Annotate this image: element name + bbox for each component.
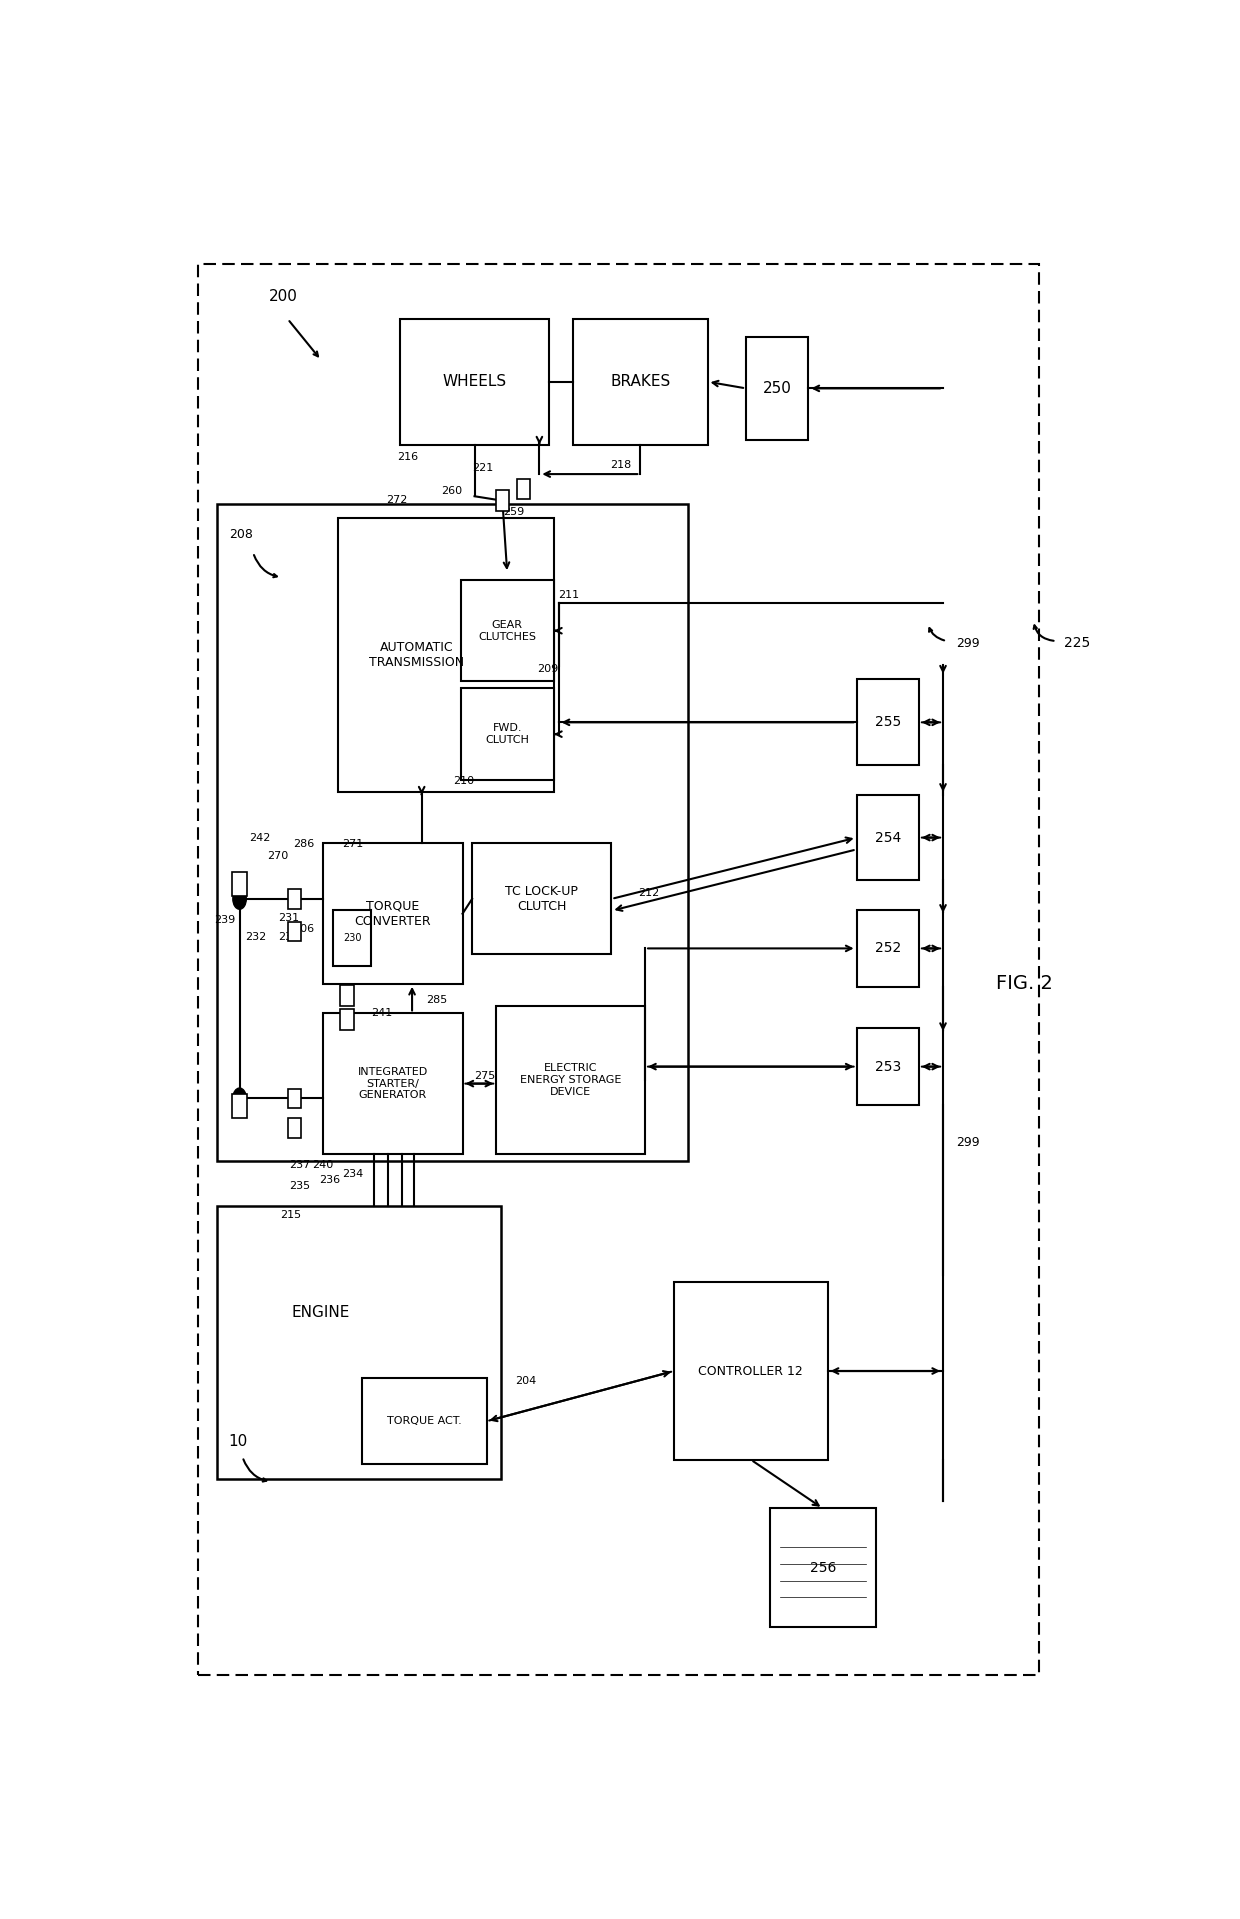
Text: 236: 236 [320,1174,341,1184]
Circle shape [233,888,247,910]
FancyBboxPatch shape [288,1088,300,1107]
Text: 299: 299 [956,1136,980,1149]
Text: 235: 235 [290,1180,311,1190]
Text: 260: 260 [441,486,463,497]
FancyBboxPatch shape [341,1009,353,1031]
Text: TORQUE ACT.: TORQUE ACT. [387,1416,461,1426]
Text: 216: 216 [397,453,418,462]
Text: TORQUE
CONVERTER: TORQUE CONVERTER [355,900,432,927]
Text: 209: 209 [537,664,559,674]
FancyBboxPatch shape [675,1282,828,1460]
FancyBboxPatch shape [341,984,353,1006]
FancyBboxPatch shape [332,910,371,965]
Text: 242: 242 [249,833,270,844]
Text: 241: 241 [371,1007,393,1017]
Text: FWD.
CLUTCH: FWD. CLUTCH [485,723,529,745]
Text: BRAKES: BRAKES [610,374,671,390]
Text: 208: 208 [229,528,253,541]
FancyBboxPatch shape [401,319,549,445]
FancyBboxPatch shape [232,1094,247,1117]
FancyBboxPatch shape [324,844,463,984]
FancyBboxPatch shape [217,503,688,1161]
Text: 210: 210 [453,775,474,787]
Circle shape [233,1088,247,1109]
Text: 231: 231 [278,913,299,923]
FancyBboxPatch shape [857,910,919,986]
FancyBboxPatch shape [324,1013,463,1153]
Text: ENGINE: ENGINE [291,1305,350,1320]
Text: 256: 256 [810,1560,836,1574]
FancyBboxPatch shape [517,478,531,499]
Text: 239: 239 [215,915,236,925]
FancyBboxPatch shape [857,679,919,766]
FancyBboxPatch shape [288,888,300,908]
Text: 271: 271 [342,839,363,850]
Text: 221: 221 [472,462,494,472]
Text: 230: 230 [278,933,299,942]
Text: 259: 259 [503,507,525,516]
Text: 225: 225 [1064,635,1090,651]
FancyBboxPatch shape [770,1508,875,1627]
Text: 240: 240 [311,1161,332,1171]
Text: 204: 204 [516,1376,537,1386]
Text: 286: 286 [294,839,315,850]
Text: GEAR
CLUTCHES: GEAR CLUTCHES [479,620,536,641]
Text: 237: 237 [290,1161,311,1171]
Text: 255: 255 [874,716,901,729]
Text: TC LOCK-UP
CLUTCH: TC LOCK-UP CLUTCH [506,885,578,913]
FancyBboxPatch shape [460,580,554,681]
FancyBboxPatch shape [288,1119,300,1138]
FancyBboxPatch shape [496,1006,645,1153]
FancyBboxPatch shape [337,518,554,793]
Text: 10: 10 [228,1433,247,1449]
FancyBboxPatch shape [746,336,808,439]
Text: 218: 218 [610,461,631,470]
Text: 215: 215 [280,1211,301,1220]
Text: 206: 206 [294,923,315,935]
Text: 299: 299 [956,637,980,651]
Text: ELECTRIC
ENERGY STORAGE
DEVICE: ELECTRIC ENERGY STORAGE DEVICE [520,1063,621,1096]
FancyBboxPatch shape [362,1378,486,1464]
Text: FIG. 2: FIG. 2 [996,975,1053,994]
FancyBboxPatch shape [857,1029,919,1105]
FancyBboxPatch shape [573,319,708,445]
Text: CONTROLLER 12: CONTROLLER 12 [698,1364,804,1378]
FancyBboxPatch shape [496,491,510,510]
Text: 272: 272 [386,495,407,505]
Text: 275: 275 [474,1071,495,1082]
Text: 285: 285 [427,994,448,1004]
Text: 254: 254 [874,831,901,844]
Text: AUTOMATIC
TRANSMISSION: AUTOMATIC TRANSMISSION [370,641,465,670]
FancyBboxPatch shape [232,873,247,896]
Text: 212: 212 [639,888,660,898]
Text: 270: 270 [268,852,289,862]
Text: 253: 253 [874,1059,901,1073]
FancyBboxPatch shape [460,689,554,779]
FancyBboxPatch shape [217,1205,501,1480]
Text: INTEGRATED
STARTER/
GENERATOR: INTEGRATED STARTER/ GENERATOR [357,1067,428,1100]
Text: WHEELS: WHEELS [443,374,507,390]
FancyBboxPatch shape [857,794,919,881]
Text: 252: 252 [874,942,901,956]
Text: 234: 234 [342,1169,363,1178]
Text: 230: 230 [342,933,361,942]
FancyBboxPatch shape [472,844,611,954]
FancyBboxPatch shape [198,265,1039,1675]
FancyBboxPatch shape [288,921,300,940]
Text: 211: 211 [558,589,580,599]
Text: 232: 232 [246,933,267,942]
Text: 200: 200 [268,290,298,305]
Text: 250: 250 [763,380,791,395]
